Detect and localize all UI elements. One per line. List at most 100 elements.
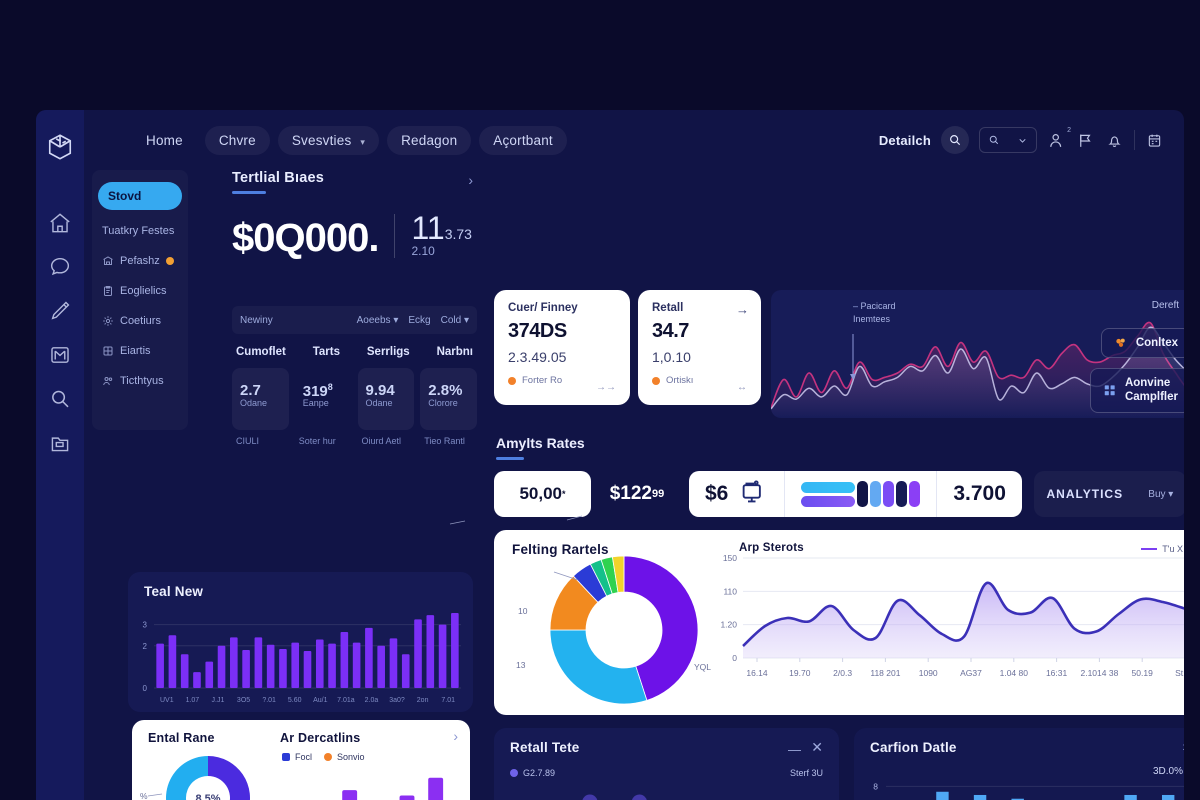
svg-text:7.01a: 7.01a: [337, 697, 355, 704]
menu-item-active[interactable]: Stovd: [98, 182, 182, 210]
analytics-dropdown[interactable]: ANALYTICS Buy ▾: [1033, 471, 1184, 517]
sparkline-header-right[interactable]: Dereft ›: [1152, 298, 1184, 312]
price-cell[interactable]: $6: [689, 471, 784, 517]
carfion-annotation: 3D.0%: [1152, 766, 1183, 777]
svg-text:150: 150: [723, 553, 737, 563]
ental-rane-donut-chart: % 8.5%: [140, 756, 250, 800]
hero-secondary: 113.73 2.10: [411, 212, 471, 258]
svg-text:19.70: 19.70: [789, 668, 811, 678]
stat-tile-label: CIULI: [236, 436, 260, 446]
section-underline: [496, 457, 524, 460]
menu-item-ticthtyus[interactable]: Ticthtyus: [92, 366, 188, 396]
nav-item-redagon[interactable]: Redagon: [387, 126, 472, 155]
menu-item-tuatkry[interactable]: Tuatkry Festes: [92, 216, 188, 246]
annotation-line-1: Pacicard: [860, 301, 896, 311]
price-pill-sup: 99: [652, 488, 665, 500]
svg-text:118 201: 118 201: [870, 668, 900, 678]
svg-text:Au/1: Au/1: [313, 697, 328, 704]
close-icon[interactable]: ✕: [811, 739, 823, 755]
svg-text:%: %: [140, 791, 148, 800]
minimize-icon[interactable]: —: [788, 742, 801, 757]
nav-item-acortbant[interactable]: Açortbant: [479, 126, 567, 155]
nav-item-home[interactable]: Home: [132, 126, 197, 155]
conltex-button[interactable]: Conltex: [1100, 328, 1184, 359]
kpi-title: Retall: [652, 302, 684, 314]
pen-icon[interactable]: [47, 298, 73, 324]
stat-tile[interactable]: 3198 Eanpe Soter hur: [295, 368, 352, 446]
filter-dropdown[interactable]: [979, 127, 1037, 153]
area-chart-legend: T'u X: [1141, 544, 1183, 554]
menu-item-pefashz[interactable]: Pefashz: [92, 246, 188, 276]
kpi-card-cuer-finney[interactable]: Cuer/ Finney 374DS 2.3.49.05 Forter Ro →…: [494, 290, 630, 405]
chat-bubble-icon[interactable]: [47, 254, 73, 280]
filter-option-aoeebs[interactable]: Aoeebs ▾: [356, 314, 399, 326]
home-icon[interactable]: [47, 210, 73, 236]
kpi-footer: Forter Ro: [508, 375, 616, 386]
nav-item-label: Home: [146, 133, 183, 148]
stat-tile-caption: Odane: [365, 398, 393, 408]
legend-item: Sonvio: [324, 752, 365, 762]
nav-item-label: Svesvties: [291, 133, 352, 148]
teal-new-card: Teal New 0 2 3 UV1 1.07 J.J1 3O5 ?.01 5.60 Au/1 7…: [128, 572, 473, 712]
status-dot: [508, 376, 516, 385]
divider: [1134, 130, 1135, 150]
flag-icon[interactable]: [1076, 131, 1095, 150]
section-title: Amylts Rates: [496, 435, 585, 451]
kpi-card-retall[interactable]: Retall → 34.7 1,0.10 Ortiskı ↔: [638, 290, 761, 405]
status-dot: [165, 257, 174, 265]
nav-item-chvre[interactable]: Chvre: [204, 126, 270, 155]
swatch-cell[interactable]: [785, 471, 936, 517]
svg-text:3: 3: [143, 621, 148, 630]
value-text: 319: [302, 383, 328, 400]
aonvine-camplfler-button[interactable]: Aonvine Camplfler: [1089, 368, 1184, 413]
ar-dercatlins-bar-chart: s1DS1t: [342, 777, 444, 800]
count-cell[interactable]: 3.700: [937, 471, 1022, 517]
folder-icon[interactable]: [47, 430, 73, 456]
search-button[interactable]: [941, 126, 969, 154]
svg-text:8.5%: 8.5%: [195, 793, 220, 800]
stat-tile[interactable]: 9.94 Odane Oiurd Aetl: [357, 368, 415, 446]
card-title-felting: Felting Rartels: [512, 542, 609, 557]
legend-label: T'u X: [1162, 544, 1183, 554]
chevron-right-icon[interactable]: ›: [1182, 738, 1184, 754]
pill-widget-group: $6: [689, 471, 1022, 517]
user-icon[interactable]: 2: [1047, 127, 1071, 150]
filter-option-label: Aoeebs: [356, 314, 391, 326]
chevron-right-icon[interactable]: ›: [453, 728, 458, 744]
card-title-ar-dercatlins: Ar Dercatlins: [280, 731, 361, 745]
kpi-footer-label: Forter Ro: [522, 375, 563, 386]
filter-option-eckg[interactable]: Eckg: [408, 314, 431, 326]
stat-tile[interactable]: 2.8% Clorore Tieo Rantl: [420, 368, 477, 446]
svg-text:50.19: 50.19: [1132, 668, 1154, 678]
cube-logo-icon: [45, 132, 75, 162]
svg-text:St:d7: St:d7: [1175, 668, 1184, 678]
rate-pill-50[interactable]: 50,00 *: [494, 471, 591, 517]
price-pill-value: $122: [609, 483, 653, 504]
kpi-footer: Ortiskı: [652, 375, 747, 386]
card-title-retall-tete: Retall Tete: [510, 740, 580, 755]
stat-tile[interactable]: 2.7 Odane CIULI: [232, 368, 289, 446]
arrow-right-icon[interactable]: →: [736, 302, 749, 317]
ar-dercatlins-legend: Focl Sonvio: [282, 752, 365, 762]
divider: [784, 471, 786, 517]
app-window: Home Chvre Svesvties ▾ Redagon Açortbant…: [36, 110, 1184, 800]
bell-icon[interactable]: [1105, 131, 1124, 150]
menu-item-eiartis[interactable]: Eiartis: [92, 336, 188, 366]
donut-label-yql: YQL: [694, 662, 712, 672]
menu-item-label: Eiartis: [120, 345, 151, 357]
calendar-icon[interactable]: [1145, 131, 1164, 150]
menu-item-eoglielics[interactable]: Eoglielics: [92, 276, 188, 306]
inbox-icon[interactable]: [47, 342, 73, 368]
svg-text:3a0?: 3a0?: [389, 697, 405, 704]
svg-text:8: 8: [873, 781, 878, 791]
nav-item-svesvties[interactable]: Svesvties ▾: [277, 126, 380, 155]
notification-badge: 2: [1067, 126, 1071, 134]
kpi-value: 34.7: [652, 320, 689, 342]
chevron-right-icon[interactable]: ›: [468, 172, 473, 188]
filter-option-cold[interactable]: Cold ▾: [440, 314, 469, 326]
topbar: Home Chvre Svesvties ▾ Redagon Açortbant…: [84, 110, 1184, 170]
search-icon[interactable]: [47, 386, 73, 412]
label-line-1: Aonvine: [1124, 377, 1171, 389]
menu-item-coetiurs[interactable]: Coetiurs: [92, 306, 188, 336]
grid-icon: [102, 345, 114, 357]
